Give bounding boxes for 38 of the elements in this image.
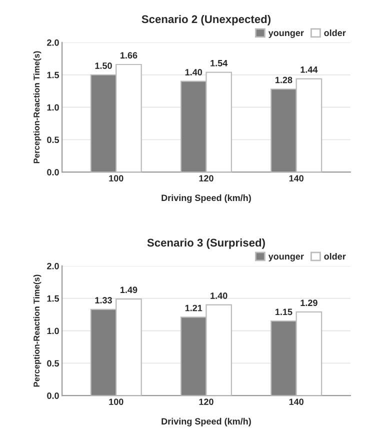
chart-title: Scenario 3 (Surprised) (147, 238, 265, 249)
x-tick-label: 140 (289, 175, 304, 182)
legend-label: younger (268, 31, 304, 38)
y-tick-label: 0.5 (47, 136, 60, 144)
data-label: 1.49 (120, 286, 138, 294)
y-tick-label: 0.0 (47, 169, 59, 176)
x-tick-label: 100 (109, 175, 124, 182)
legend-label: older (324, 252, 346, 260)
chart-title: Scenario 2 (Unexpected) (142, 14, 271, 26)
y-tick-label: 1.0 (47, 328, 59, 334)
data-label: 1.40 (185, 69, 202, 76)
y-tick-label: 0.0 (47, 392, 59, 399)
y-axis-title: Perception-Reaction Time(s) (33, 274, 42, 387)
x-tick-label: 120 (199, 398, 214, 406)
data-label: 1.40 (210, 292, 228, 299)
data-label: 1.33 (95, 297, 112, 304)
data-label: 1.44 (300, 66, 318, 73)
y-axis-title: Perception-Reaction Time(s) (33, 51, 42, 164)
x-tick-label: 100 (109, 398, 124, 406)
data-label: 1.21 (185, 304, 202, 312)
x-tick-label: 120 (199, 175, 214, 182)
data-label: 1.28 (276, 76, 292, 84)
legend-label: older (324, 29, 346, 36)
legend-label: younger (268, 254, 304, 262)
y-tick-label: 1.5 (47, 295, 60, 302)
x-axis-title: Driving Speed (km/h) (162, 194, 251, 203)
y-tick-label: 2.0 (47, 262, 59, 270)
y-tick-label: 1.0 (47, 104, 59, 111)
data-label: 1.50 (95, 62, 112, 69)
data-label: 1.66 (120, 52, 138, 59)
y-tick-label: 2.0 (47, 39, 59, 46)
x-axis-title: Driving Speed (km/h) (162, 418, 251, 426)
y-tick-label: 1.5 (47, 72, 60, 78)
data-label: 1.29 (300, 300, 318, 306)
data-label: 1.15 (276, 308, 292, 316)
x-tick-label: 140 (289, 398, 304, 406)
data-label: 1.54 (210, 60, 228, 66)
y-tick-label: 0.5 (47, 360, 60, 367)
